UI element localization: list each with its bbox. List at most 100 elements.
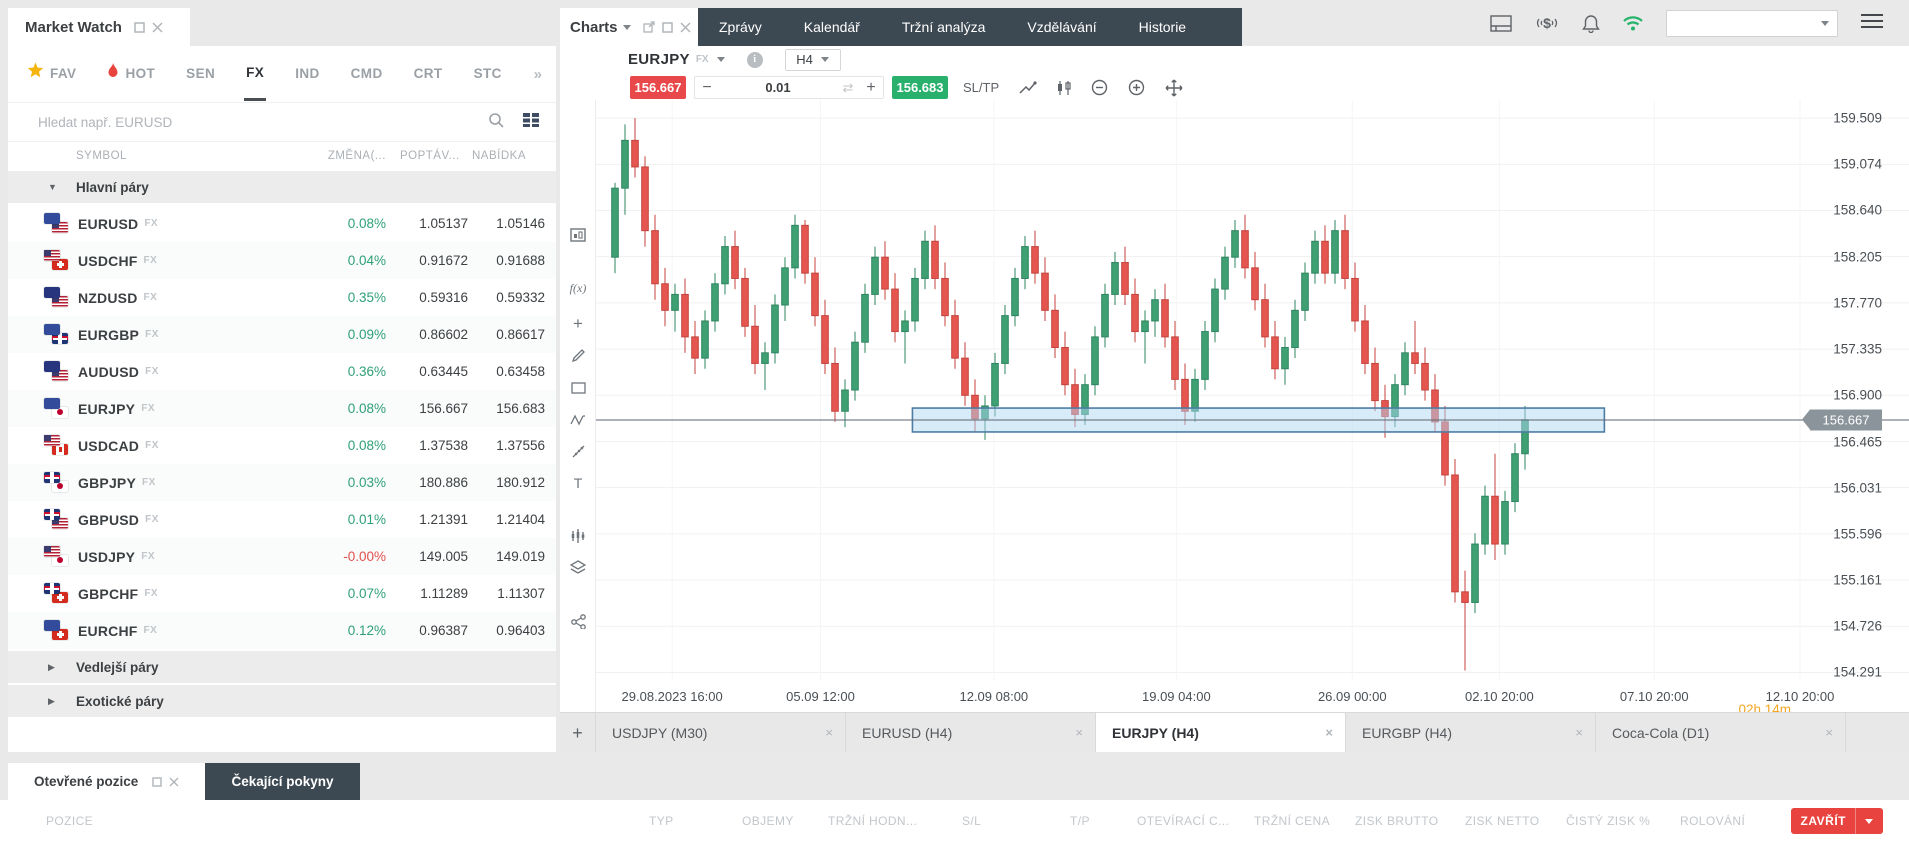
layers-icon[interactable]: [560, 560, 596, 579]
chart-tab-eurgbp-h4-[interactable]: EURGBP (H4) ×: [1346, 713, 1596, 752]
search-input[interactable]: [38, 114, 488, 130]
ask-price[interactable]: 0.86617: [496, 327, 545, 342]
rectangle-shape-icon[interactable]: [560, 381, 596, 399]
tab-pending-orders[interactable]: Čekající pokyny: [205, 763, 360, 800]
notifications-bell-icon[interactable]: [1582, 14, 1600, 33]
indicator-function-icon[interactable]: f(x): [569, 281, 587, 295]
ask-price[interactable]: 1.21404: [496, 512, 545, 527]
tab-ind[interactable]: IND: [293, 47, 321, 101]
sell-button[interactable]: 156.667: [630, 76, 686, 99]
zoom-out-icon[interactable]: [1091, 79, 1108, 96]
bid-price[interactable]: 180.886: [419, 475, 468, 490]
workspace-layout-icon[interactable]: [1490, 14, 1512, 32]
chevron-down-icon[interactable]: [716, 57, 725, 62]
tab-hot[interactable]: HOT: [105, 47, 157, 101]
watchlist-row-usdcad[interactable]: USDCAD FX 0.08% 1.37538 1.37556: [8, 427, 556, 464]
bid-price[interactable]: 1.21391: [419, 512, 468, 527]
bid-price[interactable]: 1.37538: [419, 438, 468, 453]
watchlist-row-gbpusd[interactable]: GBPUSD FX 0.01% 1.21391 1.21404: [8, 501, 556, 538]
account-select[interactable]: [1666, 9, 1838, 37]
close-tab-icon[interactable]: ×: [825, 725, 833, 740]
close-icon[interactable]: [679, 21, 691, 33]
chart-tab-eurusd-h4-[interactable]: EURUSD (H4) ×: [846, 713, 1096, 752]
ask-price[interactable]: 1.11307: [497, 586, 545, 601]
nav-item-4[interactable]: Vzdělávání: [1027, 19, 1097, 35]
ask-price[interactable]: 0.91688: [496, 253, 545, 268]
nav-item-3[interactable]: Tržní analýza: [901, 19, 986, 35]
watchlist-group-collapsed[interactable]: ▶ Exotické páry: [8, 685, 556, 717]
close-tab-icon[interactable]: ×: [1575, 725, 1583, 740]
chart-symbol[interactable]: EURJPY: [628, 51, 690, 68]
tab-sen[interactable]: SEN: [184, 47, 217, 101]
watchlist-row-gbpjpy[interactable]: GBPJPY FX 0.03% 180.886 180.912: [8, 464, 556, 501]
market-watch-window-tab[interactable]: Market Watch: [8, 8, 190, 46]
ask-price[interactable]: 180.912: [496, 475, 545, 490]
bid-price[interactable]: 1.05137: [419, 216, 468, 231]
close-icon[interactable]: [152, 21, 163, 33]
bid-price[interactable]: 0.63445: [419, 364, 468, 379]
zoom-in-icon[interactable]: [1128, 79, 1145, 96]
info-icon[interactable]: i: [746, 51, 763, 68]
timeframe-select[interactable]: H4: [784, 48, 841, 71]
watchlist-row-nzdusd[interactable]: NZDUSD FX 0.35% 0.59316 0.59332: [8, 279, 556, 316]
watchlist-row-usdjpy[interactable]: USDJPY FX -0.00% 149.005 149.019: [8, 538, 556, 575]
candlestick-chart[interactable]: 159.509 159.074 158.640 158.205 157.770 157.3…: [596, 100, 1909, 717]
chart-canvas[interactable]: [596, 100, 1909, 680]
bid-price[interactable]: 0.59316: [419, 290, 468, 305]
add-object-icon[interactable]: +: [573, 314, 583, 333]
chart-shot-icon[interactable]: [560, 228, 596, 247]
watchlist-row-eurjpy[interactable]: EURJPY FX 0.08% 156.667 156.683: [8, 390, 556, 427]
buy-button[interactable]: 156.683: [892, 76, 948, 99]
chart-tab-eurjpy-h4-[interactable]: EURJPY (H4) ×: [1096, 713, 1346, 752]
tab-fx[interactable]: FX: [244, 47, 267, 101]
tab-stc[interactable]: STC: [472, 47, 504, 101]
volume-reset-icon[interactable]: ⇄: [842, 79, 854, 95]
search-icon[interactable]: [488, 112, 504, 133]
watchlist-row-eurusd[interactable]: EURUSD FX 0.08% 1.05137 1.05146: [8, 205, 556, 242]
ask-price[interactable]: 149.019: [496, 549, 545, 564]
pencil-draw-icon[interactable]: [560, 348, 596, 368]
nav-item-5[interactable]: Historie: [1138, 19, 1187, 35]
maximize-icon[interactable]: [661, 21, 673, 33]
ask-price[interactable]: 1.37556: [496, 438, 545, 453]
group-toggle-icon[interactable]: ▼: [48, 182, 57, 192]
ask-price[interactable]: 1.05146: [496, 216, 545, 231]
bid-price[interactable]: 1.11289: [420, 586, 468, 601]
watchlist-row-gbpchf[interactable]: GBPCHF FX 0.07% 1.11289 1.11307: [8, 575, 556, 612]
bid-price[interactable]: 0.96387: [419, 623, 468, 638]
more-tabs-icon[interactable]: »: [533, 65, 542, 83]
main-menu-icon[interactable]: [1860, 13, 1884, 34]
text-tool-icon[interactable]: T: [573, 475, 583, 491]
close-tab-icon[interactable]: ×: [1825, 725, 1833, 740]
nav-item-1[interactable]: Zprávy: [719, 19, 762, 35]
watchlist-row-audusd[interactable]: AUDUSD FX 0.36% 0.63445 0.63458: [8, 353, 556, 390]
watchlist-row-eurgbp[interactable]: EURGBP FX 0.09% 0.86602 0.86617: [8, 316, 556, 353]
ask-price[interactable]: 0.96403: [496, 623, 545, 638]
close-all-button[interactable]: ZAVŘÍT: [1790, 808, 1883, 834]
group-toggle-icon[interactable]: ▶: [48, 661, 55, 672]
charts-window-tab[interactable]: Charts: [560, 8, 698, 46]
sltp-label[interactable]: SL/TP: [963, 80, 1000, 95]
ask-price[interactable]: 0.63458: [496, 364, 545, 379]
group-toggle-icon[interactable]: ▶: [48, 695, 55, 706]
chart-tab-coca-cola-d1-[interactable]: Coca-Cola (D1) ×: [1596, 713, 1846, 752]
ruler-measure-icon[interactable]: [560, 444, 596, 464]
time-axis[interactable]: 29.08.2023 16:00 05.09 12:00 12.09 08:00 19…: [596, 680, 1909, 712]
zigzag-pattern-icon[interactable]: [560, 413, 596, 431]
trendline-tool-icon[interactable]: [1019, 80, 1037, 95]
chart-type-candles-icon[interactable]: [1057, 80, 1071, 96]
close-tab-icon[interactable]: ×: [1075, 725, 1083, 740]
nav-item-2[interactable]: Kalendář: [803, 19, 860, 35]
add-chart-tab-button[interactable]: +: [560, 713, 596, 752]
volume-decrease-button[interactable]: −: [702, 78, 712, 96]
watchlist-group-expanded[interactable]: ▼ Hlavní páry: [8, 171, 556, 203]
watchlist-group-collapsed[interactable]: ▶ Vedlejší páry: [8, 651, 556, 683]
bid-price[interactable]: 149.005: [419, 549, 468, 564]
bid-price[interactable]: 0.91672: [419, 253, 468, 268]
tab-fav[interactable]: FAV: [25, 47, 78, 101]
tab-crt[interactable]: CRT: [412, 47, 445, 101]
price-alert-icon[interactable]: $: [1534, 14, 1560, 32]
watchlist-row-usdchf[interactable]: USDCHF FX 0.04% 0.91672 0.91688: [8, 242, 556, 279]
ask-price[interactable]: 0.59332: [496, 290, 545, 305]
volume-input[interactable]: [719, 80, 837, 95]
